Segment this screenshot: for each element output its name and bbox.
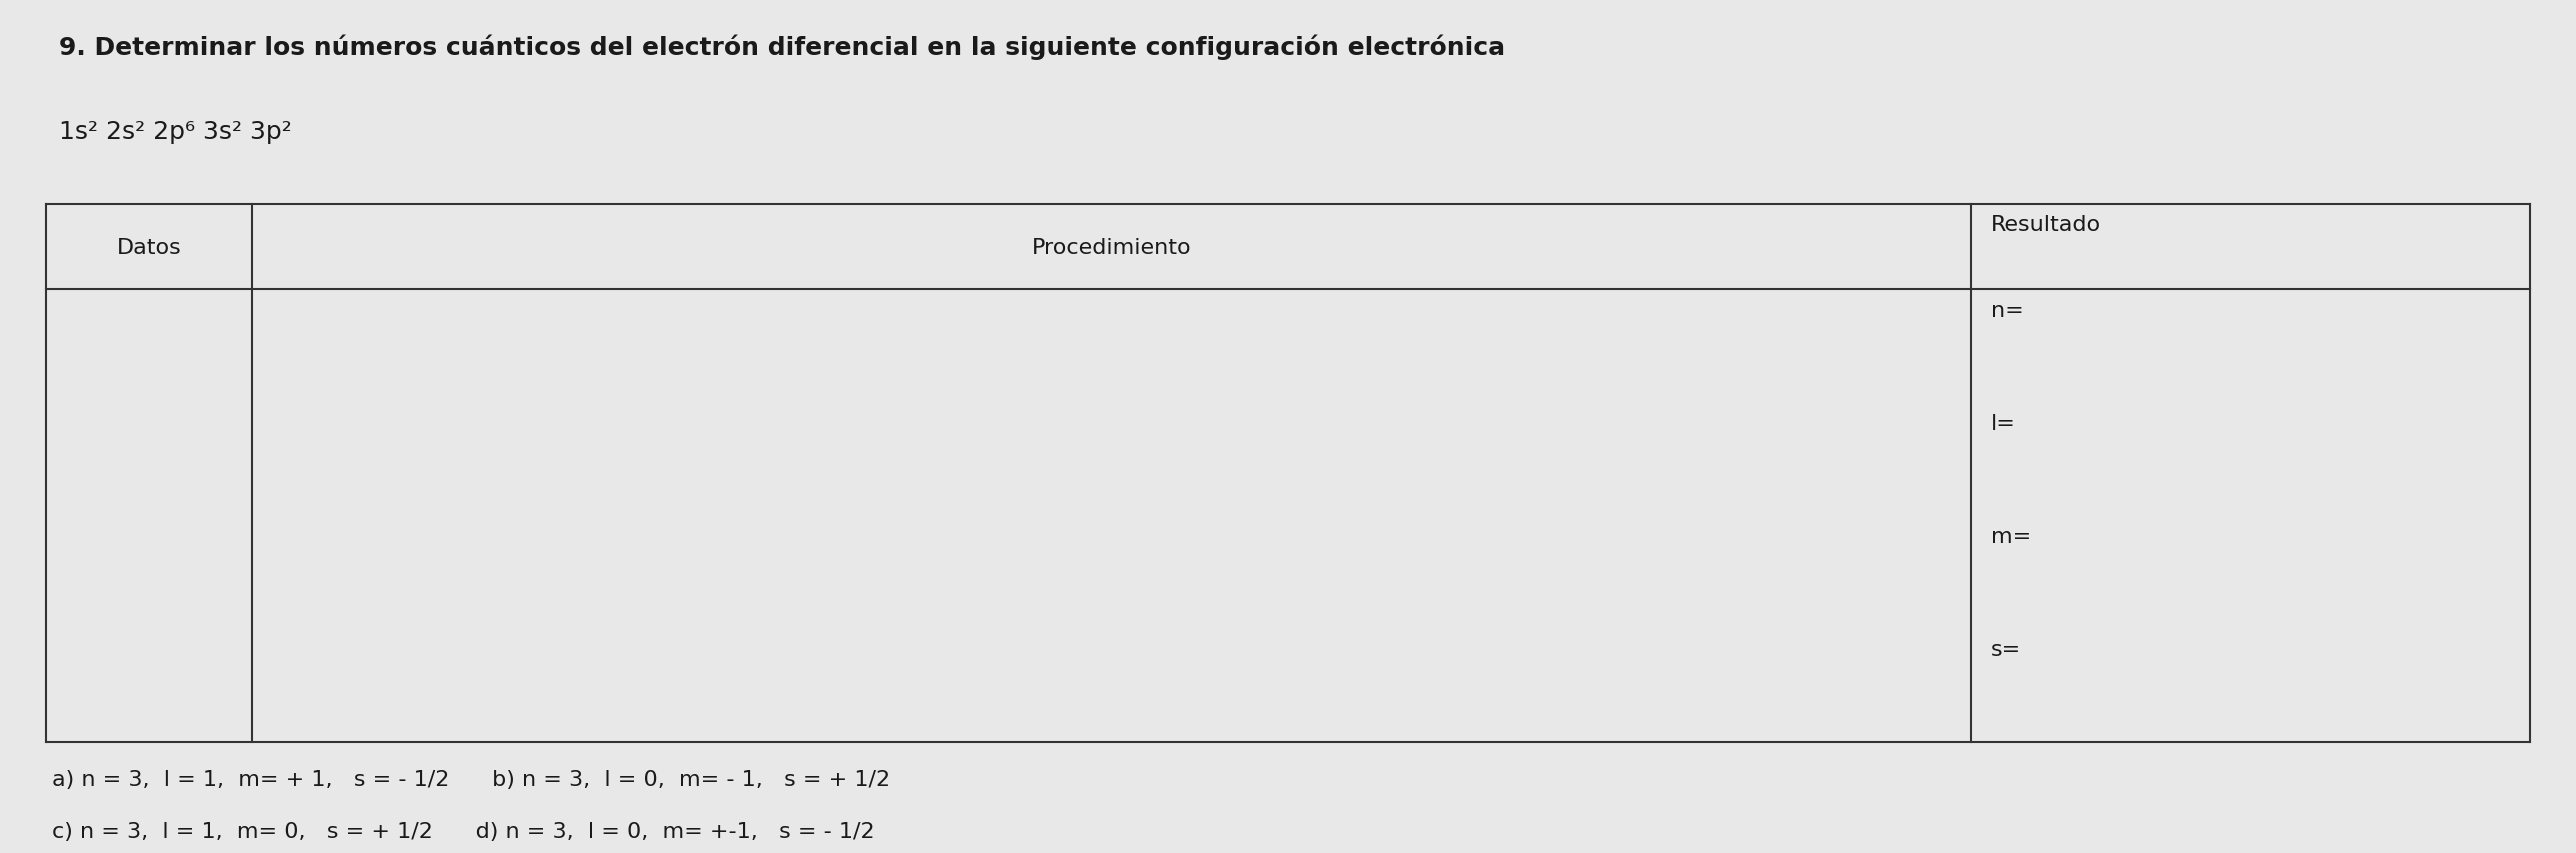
Text: Datos: Datos [116, 237, 183, 258]
Text: n=: n= [1991, 300, 2025, 321]
Text: s=: s= [1991, 640, 2022, 659]
Text: a) n = 3,  l = 1,  m= + 1,   s = - 1/2      b) n = 3,  l = 0,  m= - 1,   s = + 1: a) n = 3, l = 1, m= + 1, s = - 1/2 b) n … [52, 769, 889, 789]
Text: m=: m= [1991, 526, 2032, 547]
Text: 1s² 2s² 2p⁶ 3s² 3p²: 1s² 2s² 2p⁶ 3s² 3p² [59, 119, 291, 143]
Text: 9. Determinar los números cuánticos del electrón diferencial en la siguiente con: 9. Determinar los números cuánticos del … [59, 34, 1504, 60]
Text: Procedimiento: Procedimiento [1033, 237, 1190, 258]
Text: l=: l= [1991, 414, 2017, 433]
Text: c) n = 3,  l = 1,  m= 0,   s = + 1/2      d) n = 3,  l = 0,  m= +-1,   s = - 1/2: c) n = 3, l = 1, m= 0, s = + 1/2 d) n = … [52, 821, 873, 840]
Text: Resultado: Resultado [1991, 215, 2102, 235]
